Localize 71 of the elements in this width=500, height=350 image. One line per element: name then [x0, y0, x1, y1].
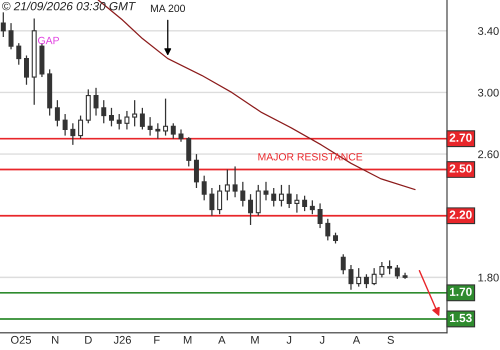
x-tick-label: S — [388, 336, 394, 344]
ref-line-label: 2.20 — [450, 210, 472, 219]
candlestick — [148, 116, 153, 136]
candlestick — [302, 195, 308, 212]
candlestick — [186, 136, 192, 168]
candlestick — [194, 153, 199, 189]
candlestick — [248, 194, 254, 226]
candlestick — [8, 22, 14, 50]
candlestick — [124, 110, 130, 130]
candlestick — [16, 42, 22, 66]
candlestick — [217, 184, 222, 215]
candlestick — [325, 218, 330, 242]
y-tick-label: 3.40 — [478, 27, 499, 35]
candlestick — [24, 54, 29, 86]
candlestick — [78, 114, 84, 140]
candlestick — [116, 113, 122, 130]
y-tick-label: 2.60 — [478, 150, 499, 158]
annotation: MA 200 — [150, 4, 186, 12]
ref-line-label: 2.70 — [450, 133, 472, 142]
candlestick — [318, 202, 323, 229]
ref-line-label: 2.50 — [450, 164, 472, 173]
candlestick — [209, 187, 214, 216]
chart-title: © 21/09/2026 03:30 GMT — [2, 2, 136, 10]
x-tick-label: J — [320, 336, 324, 344]
candlestick — [271, 187, 276, 208]
candlestick — [294, 194, 300, 214]
candlestick — [394, 264, 400, 280]
x-tick-label: J26 — [114, 336, 131, 344]
candlestick — [286, 184, 292, 209]
candlestick — [178, 128, 184, 142]
annotation: GAP — [38, 36, 59, 44]
candlestick — [54, 100, 60, 127]
candlestick — [224, 168, 230, 201]
ref-line-label: 1.70 — [450, 288, 472, 296]
x-tick-label: A — [218, 336, 226, 344]
x-tick-label: J — [286, 336, 292, 344]
x-tick-label: N — [52, 336, 58, 344]
candlestick — [278, 184, 284, 208]
candlestick — [108, 107, 114, 127]
candlestick — [94, 87, 99, 116]
y-tick-label: 3.00 — [478, 88, 499, 97]
candlestick — [387, 260, 392, 275]
candlestick — [163, 98, 168, 136]
x-tick-label: M — [184, 336, 192, 344]
candlestick — [348, 264, 354, 290]
ref-line-label: 1.53 — [450, 314, 472, 322]
candlestick — [232, 166, 238, 198]
candlestick — [333, 232, 338, 244]
candlestick — [372, 268, 377, 286]
candlestick — [256, 184, 261, 216]
candlestick — [62, 113, 68, 136]
x-tick-label: O25 — [10, 336, 32, 344]
candlestick — [170, 122, 176, 140]
candlestick — [356, 268, 362, 288]
candlestick — [70, 122, 76, 146]
candlestick — [240, 181, 246, 208]
x-tick-label: D — [85, 336, 92, 344]
candlestick — [310, 200, 315, 215]
candlestick — [101, 100, 106, 124]
candlestick — [379, 261, 384, 278]
candlestick — [202, 175, 207, 201]
candlestick — [364, 274, 369, 289]
candlestick — [0, 12, 6, 38]
y-tick-label: 1.80 — [478, 274, 499, 282]
x-tick-label: A — [352, 336, 360, 344]
x-tick-label: M — [251, 336, 259, 344]
x-tick-label: F — [154, 336, 160, 344]
candlestick — [140, 107, 145, 130]
candlestick — [155, 122, 160, 140]
candlestick — [132, 100, 138, 127]
candlestick — [264, 181, 268, 201]
